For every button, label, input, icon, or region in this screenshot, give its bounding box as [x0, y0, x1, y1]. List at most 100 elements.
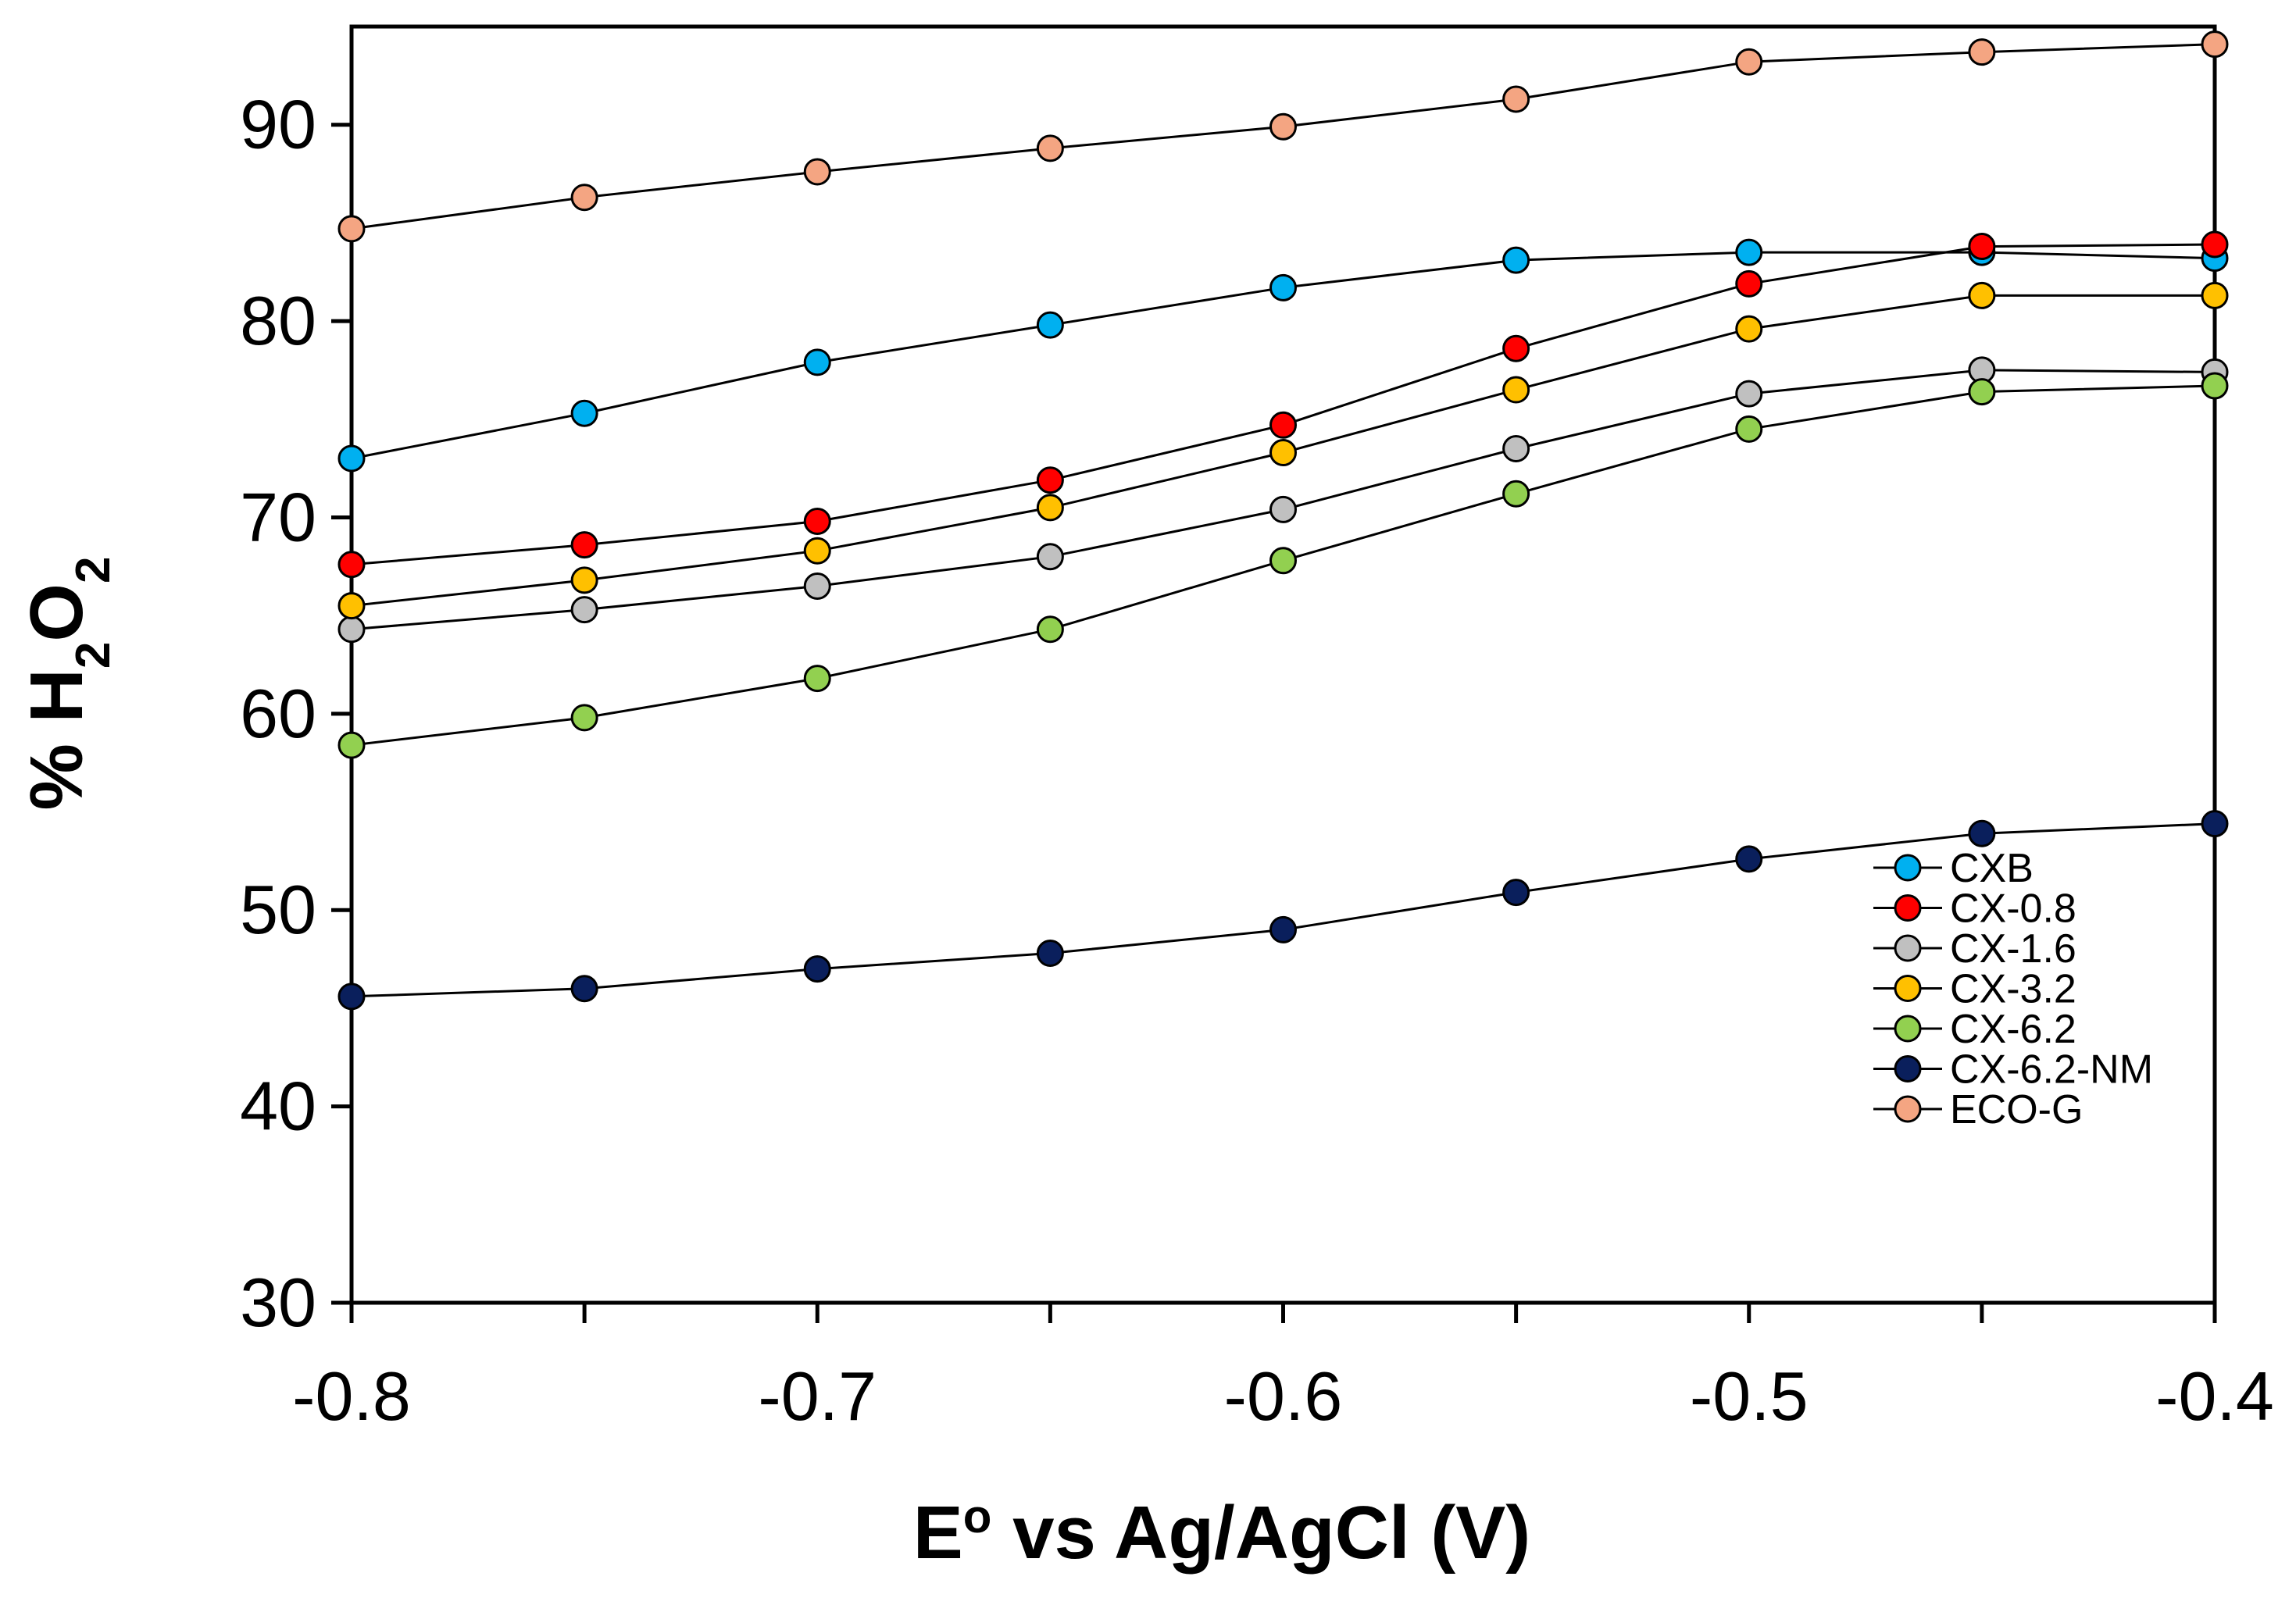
data-point-cxb [570, 399, 598, 427]
data-point-cx-6-2 [2201, 372, 2229, 400]
data-point-eco-g [1502, 85, 1530, 113]
data-point-cxb [337, 444, 366, 473]
legend-label: CX-6.2-NM [1950, 1047, 2153, 1093]
data-point-cx-1-6 [1269, 495, 1297, 523]
data-point-cx-0-8 [2201, 230, 2229, 259]
data-point-cx-0-8 [1269, 411, 1297, 439]
data-point-cx-1-6 [570, 596, 598, 624]
y-tick-label: 30 [240, 1264, 316, 1341]
data-point-eco-g [1968, 38, 1996, 66]
data-point-cx-3-2 [803, 537, 831, 565]
data-point-cx-0-8 [1502, 334, 1530, 362]
data-point-cxb [803, 348, 831, 376]
data-point-cx-1-6 [803, 572, 831, 600]
y-tick-label: 90 [240, 86, 316, 163]
data-point-cxb [1036, 311, 1064, 339]
axes-layer [331, 123, 2217, 1323]
x-tick-label: -0.4 [2155, 1357, 2274, 1435]
y-tick-label: 50 [240, 871, 316, 948]
data-point-cx-1-6 [1036, 543, 1064, 571]
data-point-cx-0-8 [337, 551, 366, 579]
data-point-cx-6-2 [1036, 615, 1064, 644]
plot-frame [349, 24, 2217, 1305]
legend-marker [1894, 1095, 1922, 1123]
data-point-cx-1-6 [337, 615, 366, 644]
legend-marker [1894, 975, 1922, 1002]
data-point-cx-6-2 [1269, 547, 1297, 575]
series-eco-g [337, 30, 2229, 243]
data-point-cxb [1735, 238, 1763, 266]
series-cx-3-2 [337, 281, 2229, 620]
series-cx-6-2 [337, 372, 2229, 759]
data-point-cx-3-2 [2201, 281, 2229, 309]
data-point-cx-6-2-nm [1036, 940, 1064, 968]
data-point-cx-3-2 [1968, 281, 1996, 309]
legend-item-cx-6-2: CX-6.2 [1873, 1007, 2076, 1052]
data-point-cx-6-2-nm [1735, 845, 1763, 873]
legend: CXBCX-0.8CX-1.6CX-3.2CX-6.2CX-6.2-NMECO-… [1873, 846, 2153, 1132]
data-point-cx-0-8 [803, 507, 831, 535]
data-point-eco-g [2201, 30, 2229, 59]
data-point-cx-6-2-nm [1968, 819, 1996, 847]
data-point-cx-6-2-nm [2201, 810, 2229, 838]
data-point-cx-6-2 [337, 731, 366, 759]
data-point-cx-3-2 [1269, 439, 1297, 467]
y-axis-title: % H2O2 [15, 557, 120, 811]
legend-marker [1894, 854, 1922, 882]
legend-marker [1894, 934, 1922, 962]
legend-item-cxb: CXB [1873, 846, 2034, 891]
series-cx-0-8 [337, 230, 2229, 579]
data-point-cx-0-8 [570, 531, 598, 559]
y-tick-label: 40 [240, 1068, 316, 1145]
data-point-eco-g [1735, 48, 1763, 76]
data-point-eco-g [570, 184, 598, 212]
data-point-cx-3-2 [1036, 494, 1064, 522]
data-point-cx-6-2 [1502, 480, 1530, 508]
legend-label: CX-1.6 [1950, 926, 2076, 972]
y-tick-label: 70 [240, 478, 316, 555]
tick-label-layer: 30 40 50 60 70 80 90 -0.8 -0.7 -0.6 -0.5 -0.4 [240, 86, 2274, 1435]
x-tick-label: -0.7 [758, 1357, 877, 1435]
x-tick-label: -0.5 [1690, 1357, 1809, 1435]
legend-item-eco-g: ECO-G [1873, 1087, 2083, 1132]
data-point-cx-6-2-nm [1269, 915, 1297, 943]
data-point-cxb [1269, 273, 1297, 301]
x-tick-label: -0.8 [292, 1357, 411, 1435]
data-point-cx-6-2 [803, 665, 831, 693]
data-point-cx-6-2 [1968, 378, 1996, 406]
plot-area [349, 24, 2217, 1305]
data-point-cx-6-2 [1735, 415, 1763, 443]
data-point-eco-g [1036, 134, 1064, 162]
legend-label: CX-6.2 [1950, 1007, 2076, 1052]
series-cx-6-2-nm [337, 810, 2229, 1011]
legend-item-cx-0-8: CX-0.8 [1873, 886, 2076, 932]
x-tick-label: -0.6 [1224, 1357, 1343, 1435]
data-point-cx-6-2-nm [570, 975, 598, 1003]
legend-item-cx-3-2: CX-3.2 [1873, 967, 2076, 1012]
data-point-cx-6-2 [570, 704, 598, 732]
data-point-cx-0-8 [1036, 466, 1064, 494]
legend-label: CXB [1950, 846, 2034, 891]
series-layer [337, 30, 2229, 1011]
y-tick-label: 60 [240, 675, 316, 752]
data-point-cx-6-2-nm [1502, 879, 1530, 907]
legend-label: CX-3.2 [1950, 967, 2076, 1012]
legend-label: CX-0.8 [1950, 886, 2076, 932]
data-point-cx-3-2 [337, 592, 366, 620]
legend-marker [1894, 1015, 1922, 1043]
legend-marker [1894, 894, 1922, 922]
y-tick-label: 80 [240, 282, 316, 359]
legend-marker [1894, 1055, 1922, 1082]
data-point-eco-g [1269, 112, 1297, 141]
data-point-cx-3-2 [1502, 376, 1530, 404]
data-point-cx-6-2-nm [803, 955, 831, 983]
data-point-cx-3-2 [1735, 315, 1763, 343]
data-point-cx-1-6 [1735, 380, 1763, 408]
x-axis-title: Eo vs Ag/AgCl (V) [913, 1490, 1531, 1575]
legend-label: ECO-G [1950, 1087, 2083, 1132]
legend-item-cx-6-2-nm: CX-6.2-NM [1873, 1047, 2153, 1093]
data-point-cx-0-8 [1735, 269, 1763, 298]
data-point-cx-6-2-nm [337, 983, 366, 1011]
series-cx-1-6 [337, 356, 2229, 644]
